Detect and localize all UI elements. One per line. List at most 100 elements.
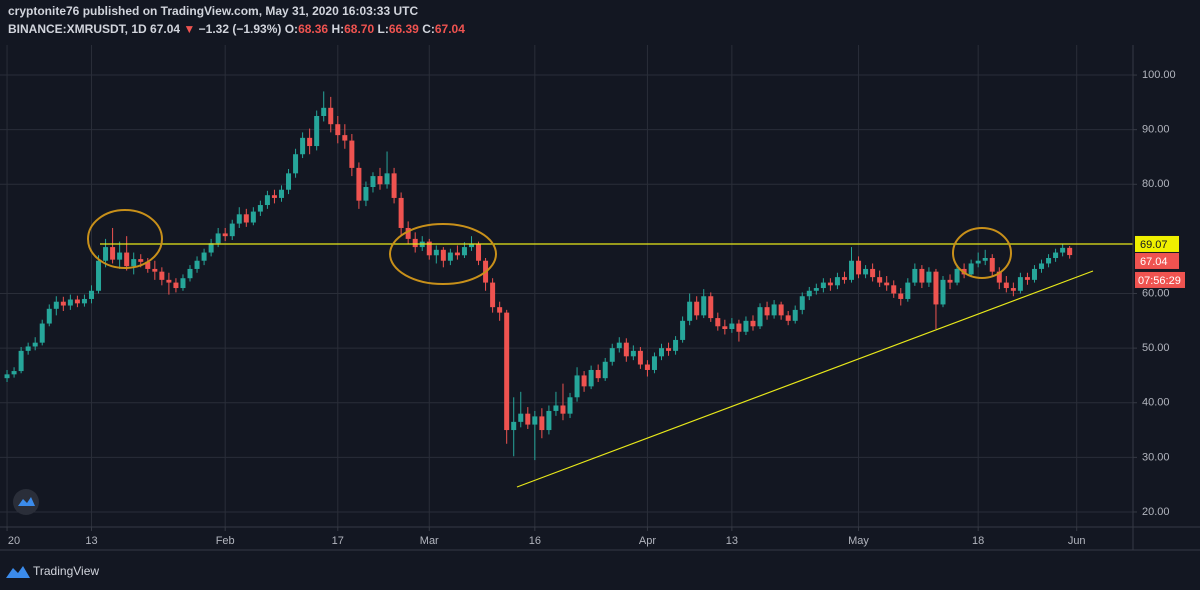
candle-body (609, 348, 615, 362)
x-tick-label: Apr (639, 535, 656, 547)
x-tick-label: May (848, 535, 869, 547)
candle-body (912, 268, 918, 283)
candle-body (743, 320, 749, 332)
candle-body (532, 416, 538, 425)
candle-body (877, 277, 883, 283)
candle-body (806, 290, 812, 297)
candle-body (820, 282, 826, 289)
candle-body (1039, 263, 1045, 269)
candle-body (433, 249, 439, 256)
candle-body (588, 369, 594, 387)
candle-body (518, 413, 524, 422)
x-tick-label: 13 (85, 535, 97, 547)
logo-badge-icon (18, 497, 35, 506)
candle-body (159, 271, 165, 280)
candle-body (827, 282, 833, 286)
candle-body (637, 350, 643, 365)
candle-body (370, 176, 376, 188)
candle-body (722, 326, 728, 330)
change: −1.32 (−1.93%) (199, 22, 282, 36)
candle-body (834, 277, 840, 286)
candle-body (215, 233, 221, 244)
candle-body (60, 301, 66, 306)
candle-body (701, 296, 707, 316)
candle-body (88, 290, 94, 299)
candle-body (103, 247, 109, 261)
candle-body (81, 298, 87, 304)
candle-body (933, 271, 939, 305)
candle-body (124, 252, 130, 267)
candle-body (236, 214, 242, 224)
candle-body (11, 371, 17, 375)
candle-body (46, 308, 52, 324)
footer-brand: TradingView (33, 564, 99, 578)
candle-body (813, 288, 819, 291)
candle-body (856, 260, 862, 275)
candle-body (1067, 247, 1073, 256)
candle-body (926, 271, 932, 283)
candle-body (792, 309, 798, 321)
candle-body (785, 315, 791, 321)
countdown-text: 07:56:29 (1138, 275, 1181, 287)
level-tag (1135, 235, 1179, 252)
candle-body (581, 375, 587, 387)
candle-body (286, 173, 292, 190)
candle-body (975, 260, 981, 264)
y-tick-label: 60.00 (1142, 287, 1170, 299)
candle-body (623, 342, 629, 357)
candle-body (884, 282, 890, 286)
y-tick-label: 80.00 (1142, 178, 1170, 190)
last-price-tag (1135, 252, 1179, 269)
candle-body (778, 304, 784, 316)
candle-body (4, 374, 10, 379)
candle-body (1024, 277, 1030, 280)
x-tick-label: Jun (1068, 535, 1086, 547)
candle-body (74, 299, 80, 304)
candle-body (250, 211, 256, 223)
candle-body (349, 140, 355, 168)
ohlc-value: 67.04 (435, 22, 465, 36)
candle-body (715, 318, 721, 327)
candle-body (666, 348, 672, 351)
candle-body (659, 348, 665, 357)
candle-body (398, 197, 404, 228)
y-tick-label: 30.00 (1142, 451, 1170, 463)
y-tick-label: 40.00 (1142, 397, 1170, 409)
last-price-tag-text: 67.04 (1140, 256, 1168, 268)
candle-body (131, 259, 137, 267)
candle-body (314, 116, 320, 147)
candle-body (687, 301, 693, 321)
ohlc-label: C: (422, 22, 435, 36)
candle-body (110, 247, 116, 260)
y-tick-label: 50.00 (1142, 342, 1170, 354)
countdown-tag (1135, 271, 1185, 288)
candle-body (630, 350, 636, 357)
ohlc-label: H: (331, 22, 344, 36)
candle-body (468, 244, 474, 248)
candle-body (264, 195, 270, 206)
candle-body (651, 356, 657, 370)
candle-body (968, 263, 974, 275)
candle-body (32, 342, 38, 347)
candle-body (278, 189, 284, 198)
candle-body (335, 124, 341, 136)
y-tick-label: 90.00 (1142, 124, 1170, 136)
symbol: BINANCE:XMRUSDT, 1D (8, 22, 147, 36)
candle-body (363, 187, 369, 201)
candle-body (25, 346, 31, 351)
candle-body (490, 282, 496, 308)
candle-body (841, 277, 847, 280)
candle-body (525, 413, 531, 425)
trend-line (516, 270, 1094, 488)
x-tick-label: 18 (972, 535, 984, 547)
candle-body (891, 285, 897, 294)
candle-body (173, 282, 179, 289)
candle-body (454, 252, 460, 256)
candle-body (1046, 258, 1052, 264)
change-arrow: ▼ (183, 22, 195, 36)
ohlc-value: 66.39 (389, 22, 419, 36)
x-tick-label: 13 (726, 535, 738, 547)
